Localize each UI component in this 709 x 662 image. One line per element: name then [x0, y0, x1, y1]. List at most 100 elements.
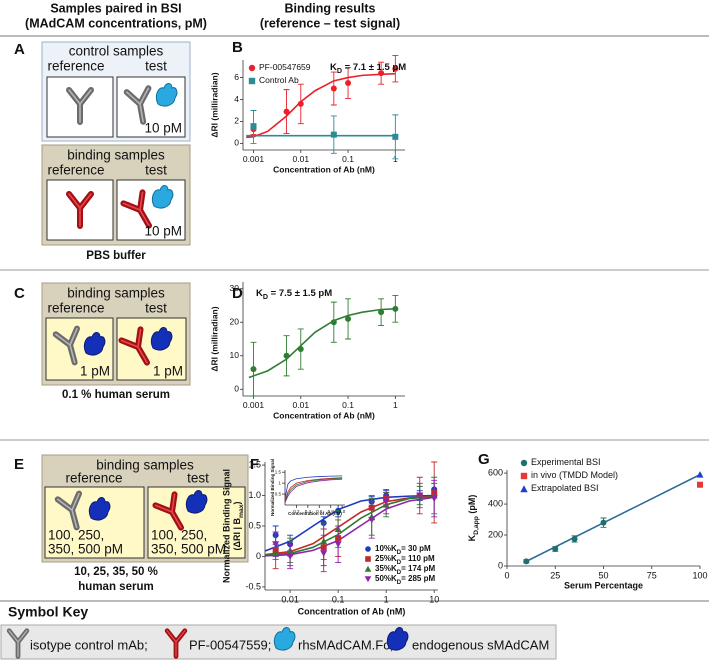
text-part: D — [397, 580, 402, 586]
box-concentration: 1 pM — [80, 364, 110, 379]
point — [320, 550, 328, 557]
point — [523, 558, 530, 565]
point — [552, 545, 559, 552]
y-tick-label: 600 — [488, 467, 503, 477]
header-right: Binding results — [285, 1, 376, 15]
box-title: binding samples — [67, 286, 165, 301]
box-reference: reference — [47, 163, 104, 178]
x-tick-label: 0.01 — [293, 154, 310, 164]
box-test: test — [145, 301, 167, 316]
y-axis-label: KD,app (pM) — [467, 495, 480, 542]
x-tick-label: 0.01 — [293, 400, 310, 410]
sample-box: binding samples reference test 10 pM — [41, 144, 191, 246]
legend-label: 10%KD= 30 pM — [375, 544, 431, 555]
y-tick-label: 200 — [488, 529, 503, 539]
panel-letter: A — [14, 41, 25, 58]
fit-line — [264, 495, 435, 557]
y-tick-label: -0.5 — [245, 581, 261, 591]
annotation: KD = 7.5 ± 1.5 pM — [256, 288, 332, 301]
x-tick-label: 0.6 — [316, 509, 323, 514]
text-part: D — [397, 570, 402, 576]
y-tick-label: 10 — [230, 350, 240, 360]
text-part: K — [391, 564, 397, 573]
legend-name: Control Ab — [259, 75, 299, 85]
point — [250, 366, 257, 373]
y-tick-label: 20 — [230, 316, 240, 326]
x-tick-label: 0 — [504, 571, 509, 581]
point — [272, 541, 280, 548]
sample-box: binding samples reference test 100, 250,… — [41, 454, 249, 563]
point — [283, 352, 290, 359]
point — [345, 315, 352, 322]
series-line — [284, 477, 343, 502]
legend-name: 35% — [375, 564, 391, 573]
box-title: binding samples — [96, 458, 194, 473]
x-tick-label: 0.001 — [243, 400, 265, 410]
point — [368, 516, 376, 524]
point — [416, 492, 424, 500]
text-part: K — [391, 544, 397, 553]
box-title: control samples — [69, 44, 164, 59]
legend-name: 50% — [375, 574, 391, 583]
box-concentration: 10 pM — [144, 121, 182, 136]
box-reference: reference — [65, 471, 122, 486]
legend-label: Experimental BSI — [531, 457, 601, 467]
point — [378, 70, 385, 77]
key-item: PF-00547559; — [189, 637, 271, 652]
x-tick-label: 1 — [393, 400, 398, 410]
fit-line — [264, 496, 435, 557]
x-tick-label: 0.8 — [328, 509, 335, 514]
text-part: K — [391, 554, 397, 563]
x-axis-label: Concentration of Ab (nM) — [298, 606, 406, 616]
legend-label: in vivo (TMDD Model) — [531, 470, 618, 480]
legend-marker — [365, 546, 371, 552]
point — [286, 553, 294, 560]
text-part: D — [397, 550, 402, 556]
legend-label: Control Ab — [259, 75, 299, 85]
y-tick-label: 1.0 — [248, 490, 261, 500]
y-axis-label: ΔRI (milliradian) — [209, 306, 219, 371]
y-tick-label: 6 — [234, 72, 239, 82]
annotation: KD = 7.1 ± 1.5 pM — [330, 62, 406, 75]
y-axis-label: Normalized Binding Signal — [221, 469, 231, 583]
legend-marker — [364, 576, 372, 583]
fit-line — [264, 495, 435, 556]
x-tick-label: 0.2 — [293, 509, 300, 514]
header-left: (MAdCAM concentrations, pM) — [25, 16, 207, 30]
point — [334, 541, 342, 548]
y-tick-label: 0 — [234, 384, 239, 394]
x-tick-label: 1.0 — [339, 509, 346, 514]
panel-letter: F — [250, 456, 259, 473]
x-tick-label: 0.4 — [305, 509, 312, 514]
text-part: (ΔRI | B — [232, 518, 242, 551]
point — [697, 481, 703, 488]
x-tick-label: 1 — [384, 595, 389, 605]
point — [297, 100, 304, 107]
text-part: K — [256, 288, 263, 299]
y-tick-label: 0.5 — [248, 520, 261, 530]
panel-caption: 10, 25, 35, 50 % — [74, 566, 158, 578]
symbol-key: isotype control mAb; PF-00547559; rhsMAd… — [0, 624, 557, 660]
fit-line — [246, 72, 396, 139]
y-tick-label: 30 — [230, 283, 240, 293]
y-tick-label: 2 — [234, 116, 239, 126]
legend-name: 10% — [375, 544, 391, 553]
text-part: (pM) — [467, 495, 477, 517]
fit-line — [264, 494, 435, 552]
x-tick-label: 0.1 — [342, 400, 354, 410]
key-item: rhsMAdCAM.Fc; — [298, 637, 393, 652]
panel-letter: G — [478, 451, 490, 468]
y-axis-label: (ΔRI | Bmax) — [232, 502, 245, 551]
point — [600, 519, 607, 526]
text-part: = 110 pM — [401, 554, 435, 563]
point — [378, 309, 385, 316]
text-part: K — [467, 534, 477, 541]
key-title: Symbol Key — [8, 604, 88, 620]
legend-name: PF-00547659 — [259, 62, 311, 72]
x-tick-label: 0.01 — [281, 595, 299, 605]
point — [297, 346, 304, 353]
text-part: K — [391, 574, 397, 583]
series-line — [284, 475, 343, 499]
